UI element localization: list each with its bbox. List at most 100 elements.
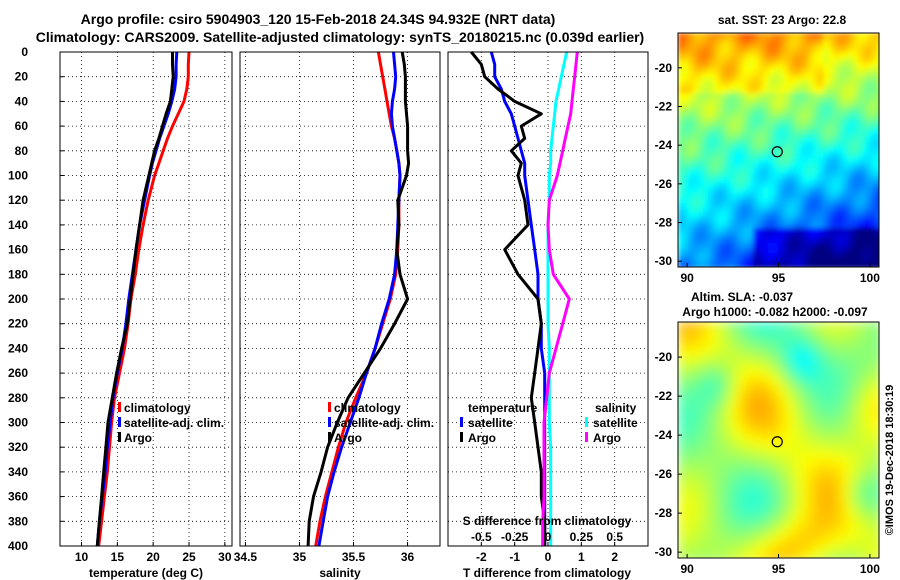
map-cell xyxy=(848,123,854,129)
map-cell xyxy=(822,418,829,425)
map-cell xyxy=(873,198,879,204)
map-cell xyxy=(864,430,871,437)
map-cell xyxy=(828,502,835,509)
map-cell xyxy=(758,233,764,239)
map-cell xyxy=(822,424,829,431)
map-cell xyxy=(678,133,684,139)
map-cell xyxy=(758,223,764,229)
map-cell xyxy=(693,253,699,259)
map-cell xyxy=(828,352,835,359)
map-cell xyxy=(744,328,751,335)
map-cell xyxy=(846,496,853,503)
map-cell xyxy=(768,68,774,74)
map-cell xyxy=(723,163,729,169)
map-cell xyxy=(822,478,829,485)
map-cell xyxy=(768,158,774,164)
map-cell xyxy=(748,253,754,259)
map-cell xyxy=(678,248,684,254)
map-cell xyxy=(708,352,715,359)
map-cell xyxy=(693,238,699,244)
map-cell xyxy=(708,340,715,347)
map-cell xyxy=(810,544,817,551)
map-cell xyxy=(780,472,787,479)
map-cell xyxy=(798,128,804,134)
map-cell xyxy=(864,352,871,359)
map-cell xyxy=(840,490,847,497)
map-cell xyxy=(678,53,684,59)
map-cell xyxy=(714,460,721,467)
map-cell xyxy=(793,93,799,99)
map-cell xyxy=(738,203,744,209)
map-cell xyxy=(683,118,689,124)
map-cell xyxy=(863,223,869,229)
map-cell xyxy=(783,258,789,264)
map-cell xyxy=(793,168,799,174)
map-cell xyxy=(683,43,689,49)
map-cell xyxy=(743,173,749,179)
map-cell xyxy=(804,424,811,431)
map-cell xyxy=(780,346,787,353)
map-cell xyxy=(774,538,781,545)
map-cell xyxy=(708,328,715,335)
map-cell xyxy=(732,478,739,485)
map-cell xyxy=(684,346,691,353)
map-cell xyxy=(726,550,733,557)
map-cell xyxy=(798,103,804,109)
map-cell xyxy=(768,388,775,395)
map-cell xyxy=(798,502,805,509)
map-cell xyxy=(756,328,763,335)
map-cell xyxy=(870,556,877,558)
map-cell xyxy=(863,33,869,39)
map-cell xyxy=(758,138,764,144)
map-cell xyxy=(810,346,817,353)
map-cell xyxy=(688,258,694,264)
map-cell xyxy=(788,83,794,89)
map-cell xyxy=(748,213,754,219)
map-cell xyxy=(848,128,854,134)
map-cell xyxy=(738,178,744,184)
map-cell xyxy=(720,382,727,389)
map-cell xyxy=(868,93,874,99)
map-cell xyxy=(813,113,819,119)
map-cell xyxy=(840,550,847,557)
map-cell xyxy=(848,233,854,239)
map-cell xyxy=(733,208,739,214)
map-cell xyxy=(828,382,835,389)
legend-salinity-argo: Argo xyxy=(593,431,621,445)
map-cell xyxy=(744,478,751,485)
map-cell xyxy=(840,376,847,383)
map-cell xyxy=(714,454,721,461)
map-cell xyxy=(733,118,739,124)
map-cell xyxy=(798,424,805,431)
map-cell xyxy=(690,394,697,401)
map-cell xyxy=(702,442,709,449)
map-cell xyxy=(678,213,684,219)
map-cell xyxy=(762,346,769,353)
map-cell xyxy=(828,478,835,485)
map-cell xyxy=(798,223,804,229)
map-cell xyxy=(738,394,745,401)
map-cell xyxy=(816,412,823,419)
map-cell xyxy=(788,258,794,264)
map-cell xyxy=(678,118,684,124)
map-cell xyxy=(726,406,733,413)
map-cell xyxy=(753,58,759,64)
map-cell xyxy=(808,33,814,39)
legend-swatch-temperature-satellite xyxy=(460,417,463,427)
map-cell xyxy=(708,472,715,479)
map-cell xyxy=(774,478,781,485)
map-cell xyxy=(688,168,694,174)
map-cell xyxy=(834,376,841,383)
map-cell xyxy=(744,382,751,389)
map-cell xyxy=(788,38,794,44)
map-cell xyxy=(714,484,721,491)
map-cell xyxy=(798,78,804,84)
map-cell xyxy=(863,248,869,254)
map-cell xyxy=(750,532,757,539)
map-cell xyxy=(852,466,859,473)
map-cell xyxy=(833,53,839,59)
map-cell xyxy=(864,538,871,545)
map-cell xyxy=(828,83,834,89)
map-cell xyxy=(743,108,749,114)
map-cell xyxy=(703,203,709,209)
